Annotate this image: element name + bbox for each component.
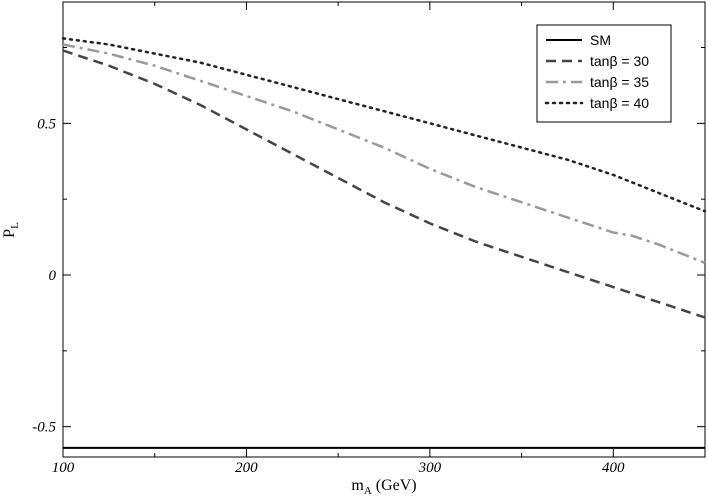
x-tick-label: 100 <box>52 460 75 476</box>
legend-label-3: tanβ = 40 <box>590 95 649 111</box>
plot-frame <box>62 1 706 458</box>
y-axis-title-sub: L <box>9 222 21 229</box>
legend-box <box>536 24 672 123</box>
x-axis-title-main: m <box>351 477 364 494</box>
series-layer <box>61 37 707 449</box>
y-axis-title-main: P <box>1 229 18 238</box>
x-axis-title-sub: A <box>364 485 372 497</box>
x-tick-label: 400 <box>602 460 625 476</box>
y-tick-label: 0 <box>49 268 57 284</box>
series-line-1 <box>62 49 706 319</box>
x-axis-title-unit: (GeV) <box>372 477 417 494</box>
y-tick-label: -0.5 <box>32 420 56 436</box>
x-axis-title: mA (GeV) <box>351 477 416 497</box>
axis-ticks: 100 200 300 400 -0.5 0 0.5 <box>32 2 705 476</box>
legend: SM tanβ = 30 tanβ = 35 tanβ = 40 <box>536 24 672 123</box>
y-tick-label: 0.5 <box>37 116 56 132</box>
x-tick-label: 300 <box>418 460 442 476</box>
legend-label-0: SM <box>590 32 611 48</box>
legend-label-2: tanβ = 35 <box>590 74 649 90</box>
y-axis-title: PL <box>1 222 21 238</box>
x-tick-label: 200 <box>235 460 258 476</box>
legend-label-1: tanβ = 30 <box>590 53 649 69</box>
series-line-2 <box>62 43 706 265</box>
series-line-3 <box>61 37 707 213</box>
